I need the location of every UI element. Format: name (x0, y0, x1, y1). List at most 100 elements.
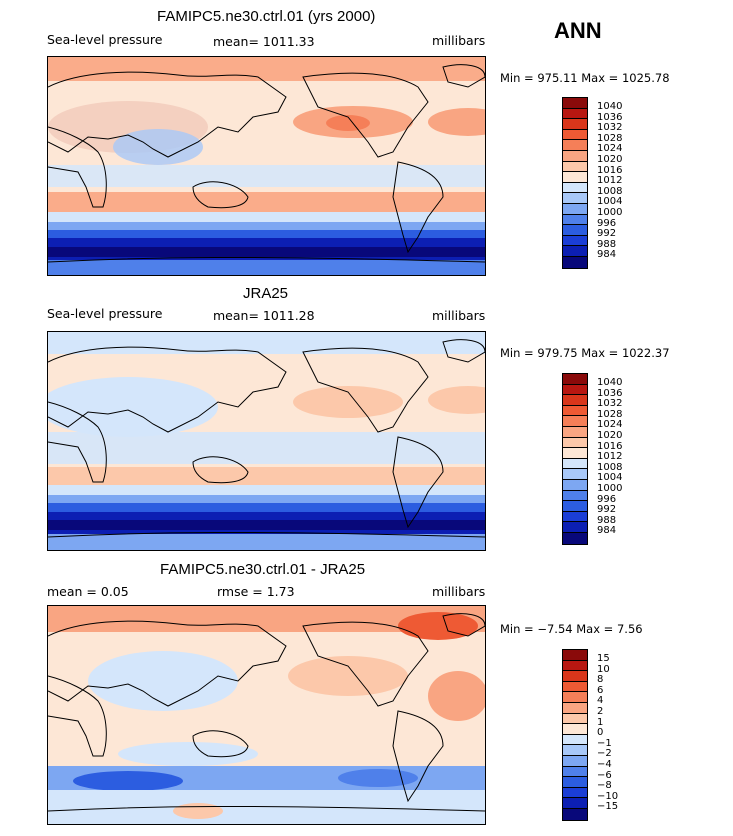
panel3-colorbar-label: 8 (597, 674, 604, 686)
panel3-colorbar-label: 10 (597, 663, 610, 675)
panel2-mean-label: mean= 1011.28 (213, 308, 315, 323)
panel1-colorbar-swatch (563, 172, 587, 183)
panel3-southern-min (73, 771, 183, 791)
panel3-rmse-label: rmse = 1.73 (217, 584, 295, 599)
panel1-colorbar-label: 1004 (597, 196, 623, 208)
panel2-colorbar-labels: 1040 1036 1032 1028 1024 1020 1016 1012 1008 1004… (597, 373, 623, 536)
panel2-colorbar-swatch (563, 426, 587, 438)
panel3-colorbar-label: −15 (597, 801, 619, 813)
panel1-band-992 (48, 230, 485, 238)
panel3-colorbar-swatch (563, 681, 587, 693)
panel1-map (47, 56, 486, 276)
panel2-colorbar-label: 1008 (597, 461, 623, 473)
panel1-colorbar-swatch (563, 98, 587, 109)
panel1-antarctica (48, 260, 485, 275)
panel2-variable-label: Sea-level pressure (47, 306, 163, 321)
panel2-colorbar-label: 1024 (597, 419, 623, 431)
panel3-pacific-positive (288, 656, 408, 696)
panel3-colorbar-label: 1 (597, 716, 604, 728)
panel3-colorbar-label: −10 (597, 790, 619, 802)
panel3-colorbar-swatch (563, 734, 587, 746)
panel1-colorbar-label: 988 (597, 238, 617, 250)
panel2-colorbar-swatch (563, 511, 587, 523)
panel3-colorbar-label: −1 (597, 737, 612, 749)
panel3-minmax: Min = −7.54 Max = 7.56 (500, 622, 643, 636)
panel1-mean-label: mean= 1011.33 (213, 34, 315, 49)
panel2-colorbar-swatch (563, 532, 587, 544)
panel3-colorbar-label: −4 (597, 758, 612, 770)
panel2-band-1000 (48, 495, 485, 503)
panel1-colorbar-swatch (563, 225, 587, 236)
panel2-colorbar-label: 1032 (597, 398, 623, 410)
panel1-colorbar-swatch (563, 246, 587, 257)
panel3-units-label: millibars (432, 584, 486, 599)
panel3-colorbar-swatch (563, 808, 587, 820)
panel2-band-1012 (48, 485, 485, 495)
panel2-colorbar-label: 1020 (597, 429, 623, 441)
panel3-colorbar-swatch (563, 650, 587, 661)
panel1-colorbar-swatch (563, 150, 587, 162)
panel3-colorbar-swatch (563, 745, 587, 756)
panel2-colorbar-swatch (563, 522, 587, 533)
panel3-colorbar-swatch (563, 798, 587, 809)
panel2-asia-low (48, 377, 218, 437)
panel1-colorbar-label: 1016 (597, 164, 623, 176)
panel1-colorbar-label: 1000 (597, 206, 623, 218)
panel1-colorbar-label: 1032 (597, 122, 623, 134)
panel3-asia-negative (88, 651, 238, 711)
panel2-colorbar-label: 1016 (597, 440, 623, 452)
panel1-band-1012 (48, 212, 485, 222)
panel2-minmax: Min = 979.75 Max = 1022.37 (500, 346, 670, 360)
panel3-atlantic-positive (428, 671, 485, 721)
panel1-colorbar-swatch (563, 256, 587, 268)
panel3-mean-label: mean = 0.05 (47, 584, 129, 599)
panel1-band-1000 (48, 222, 485, 230)
panel1-map-svg (48, 57, 485, 275)
panel3-map (47, 605, 486, 825)
panel2-tropics (48, 432, 485, 464)
panel2-colorbar-swatch (563, 416, 587, 427)
panel1-colorbar-label: 1024 (597, 143, 623, 155)
panel3-colorbar-swatch (563, 671, 587, 682)
panel2-colorbar (562, 373, 588, 545)
panel2-pacific-high (293, 386, 403, 418)
panel3-colorbar-label: −6 (597, 769, 612, 781)
panel1-colorbar-swatch (563, 193, 587, 204)
panel2-colorbar-label: 1000 (597, 482, 623, 494)
panel3-colorbar (562, 649, 588, 821)
panel1-colorbar-swatch (563, 214, 587, 226)
panel1-south-high-belt (48, 192, 485, 212)
panel1-colorbar-label: 1028 (597, 132, 623, 144)
panel1-monsoon-low (113, 129, 203, 165)
panel1-colorbar-swatch (563, 129, 587, 141)
panel2-colorbar-label: 1040 (597, 377, 623, 388)
panel2-colorbar-label: 984 (597, 525, 617, 537)
panel2-colorbar-swatch (563, 437, 587, 449)
panel1-title: FAMIPC5.ne30.ctrl.01 (yrs 2000) (157, 8, 376, 25)
panel3-antarctic-positive (173, 803, 223, 819)
panel2-colorbar-swatch (563, 490, 587, 502)
panel2-map (47, 331, 486, 551)
panel1-colorbar-label: 1008 (597, 185, 623, 197)
panel2-units-label: millibars (432, 308, 486, 323)
panel1-units-label: millibars (432, 33, 486, 48)
panel2-band-984 (48, 520, 485, 530)
panel2-coastlines (48, 339, 485, 538)
panel1-colorbar-label: 984 (597, 249, 617, 261)
panel3-coastlines (48, 613, 485, 812)
panel2-colorbar-swatch (563, 374, 587, 385)
panel1-colorbar-swatch (563, 203, 587, 215)
panel2-arctic (48, 332, 485, 354)
panel1-colorbar-swatch (563, 182, 587, 194)
panel1-pacific-core (326, 115, 370, 131)
panel3-colorbar-swatch (563, 692, 587, 703)
panel2-colorbar-swatch (563, 479, 587, 491)
panel1-coastlines (48, 64, 485, 263)
panel3-colorbar-swatch (563, 787, 587, 799)
panel1-colorbar-labels: 1040 1036 1032 1028 1024 1020 1016 1012 1008 1004… (597, 97, 623, 260)
panel1-colorbar-label: 996 (597, 217, 617, 229)
panel3-colorbar-swatch (563, 660, 587, 672)
panel2-antarctica (48, 534, 485, 550)
panel2-colorbar-label: 992 (597, 504, 617, 516)
panel3-colorbar-swatch (563, 766, 587, 778)
